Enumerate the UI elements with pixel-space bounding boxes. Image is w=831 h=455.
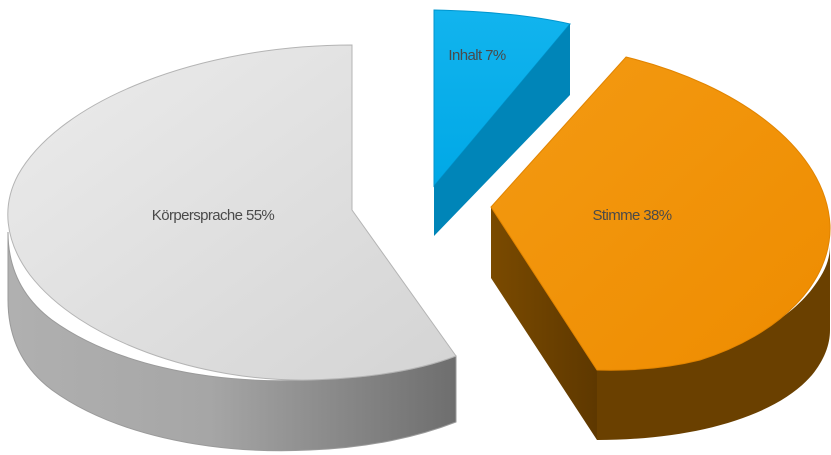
slice-koerpersprache-top [7,44,457,381]
slice-stimme-top [490,56,831,371]
label-koerpersprache: Körpersprache 55% [152,207,275,224]
slice-inhalt-side [434,24,570,236]
label-stimme: Stimme 38% [592,207,671,224]
label-inhalt: Inhalt 7% [448,47,505,64]
slice-inhalt [433,9,571,236]
slice-inhalt-top [433,9,571,188]
slice-stimme-side-back [597,245,830,440]
slice-koerpersprache-side [7,231,457,452]
slice-koerpersprache [7,44,457,452]
slice-stimme [490,56,831,440]
slice-stimme-side-front [491,207,597,440]
